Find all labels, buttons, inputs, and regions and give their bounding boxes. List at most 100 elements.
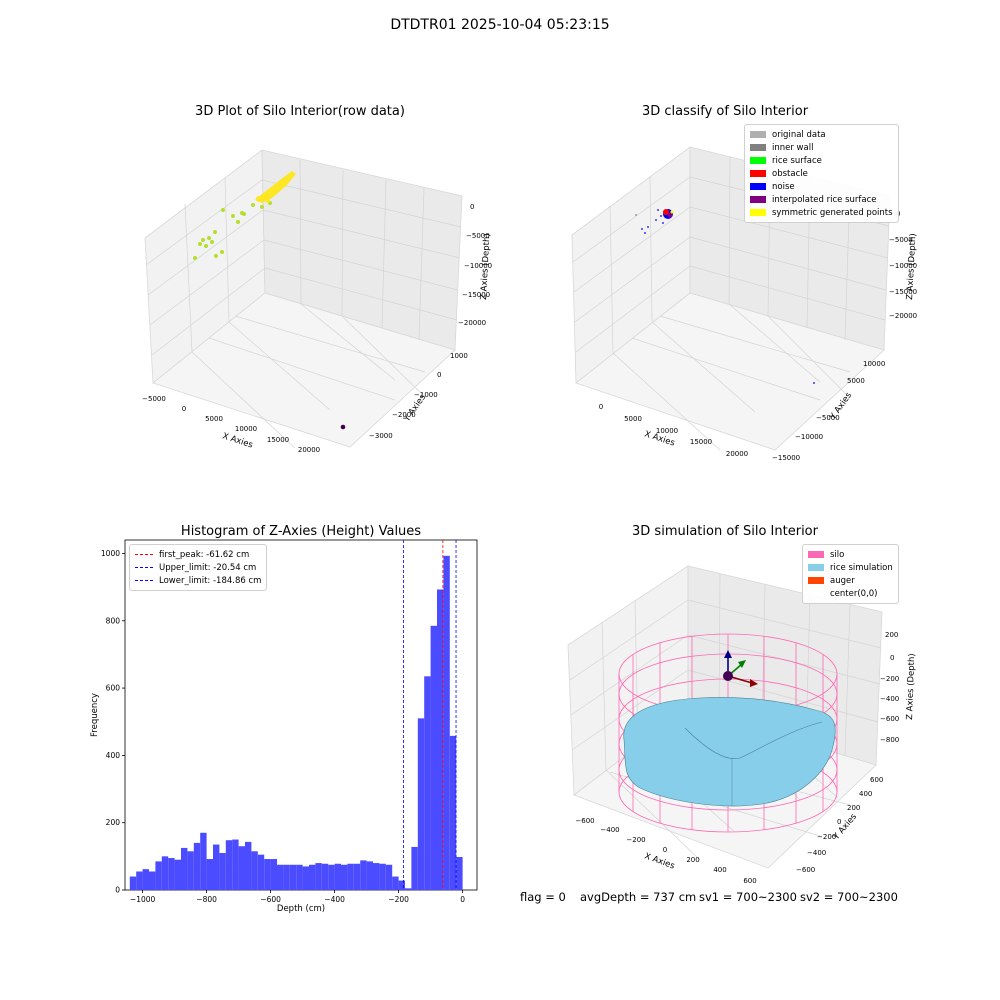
y-tick-label: 800 xyxy=(106,616,121,625)
histogram-bar xyxy=(347,863,354,890)
y-tick-label: 0 xyxy=(837,818,841,826)
z-tick-label: −10000 xyxy=(889,262,917,270)
histogram-bar xyxy=(379,863,386,890)
histogram-title: Histogram of Z-Axies (Height) Values xyxy=(180,524,422,539)
y-tick-label: −3000 xyxy=(369,432,393,440)
y-tick-label: 1000 xyxy=(101,549,120,558)
raw-point xyxy=(242,212,246,216)
legend-item: noise xyxy=(750,180,893,193)
legend-label: silo xyxy=(830,549,845,560)
histogram-bar xyxy=(136,871,143,890)
histogram-bar xyxy=(417,718,425,890)
histogram-bar xyxy=(334,863,341,890)
sim-y-axis-label: Y Axies xyxy=(831,812,859,843)
raw-point xyxy=(287,173,293,179)
symmetric-point xyxy=(670,210,674,214)
y-tick-label: 0 xyxy=(437,371,441,379)
histogram-bar xyxy=(315,863,322,890)
y-tick-label: 200 xyxy=(847,804,860,812)
z-tick-label: −20000 xyxy=(889,312,917,320)
histogram-bar xyxy=(213,844,220,890)
legend-label: rice surface xyxy=(772,155,822,166)
legend-label: center(0,0) xyxy=(830,588,878,599)
raw-point xyxy=(198,242,202,246)
x-tick-label: 10000 xyxy=(235,425,257,433)
center-z-arrowhead xyxy=(724,650,732,658)
rice-surface-ridge xyxy=(684,721,823,759)
simulation-3d-plot: −600 −400 −200 0 200 400 600 600 400 200… xyxy=(567,565,917,885)
histogram-y-axis-label: Frequency xyxy=(90,693,100,737)
sim-z-axis-label: Z Axies (Depth) xyxy=(905,653,917,720)
histogram-bar xyxy=(264,859,271,890)
raw-x-axis-label: X Axies xyxy=(221,431,254,450)
x-tick-label: −1000 xyxy=(130,895,156,904)
z-tick-label: −20000 xyxy=(458,319,486,327)
legend-swatch xyxy=(750,196,766,203)
raw-point xyxy=(207,236,211,240)
y-tick-label: −600 xyxy=(796,866,815,874)
legend-swatch xyxy=(808,551,824,558)
histogram-bar xyxy=(161,856,169,890)
histogram-bar xyxy=(251,851,258,890)
z-tick-label: 200 xyxy=(885,631,898,639)
noise-point xyxy=(813,382,815,384)
z-tick-label: −15000 xyxy=(462,291,490,299)
y-tick-label: 5000 xyxy=(847,377,865,385)
raw-point xyxy=(213,230,217,234)
histogram-bar xyxy=(155,861,162,890)
raw-plot-title: 3D Plot of Silo Interior(row data) xyxy=(195,104,405,119)
y-tick-label: 400 xyxy=(106,751,121,760)
histogram-x-ticks: −1000 −800 −600 −400 −200 0 xyxy=(130,890,465,904)
raw-point xyxy=(266,199,270,203)
obstacle-point xyxy=(663,209,669,215)
histogram-bar xyxy=(449,735,457,890)
raw-point xyxy=(193,256,197,260)
raw-point xyxy=(271,187,277,193)
legend-item: inner wall xyxy=(750,141,893,154)
histogram-bar xyxy=(302,866,309,890)
y-tick-label: 200 xyxy=(106,818,121,827)
histogram-bar xyxy=(283,864,290,890)
x-tick-label: −400 xyxy=(600,826,619,834)
x-tick-label: 15000 xyxy=(690,438,712,446)
noise-point xyxy=(660,215,662,217)
raw-3d-plot: −5000 0 5000 10000 15000 20000 1000 0 −1… xyxy=(142,149,492,454)
y-tick-label: −200 xyxy=(817,833,836,841)
legend-label: noise xyxy=(772,181,795,192)
classify-plot-title: 3D classify of Silo Interior xyxy=(641,104,809,119)
histogram-bar xyxy=(187,851,194,890)
x-tick-label: 15000 xyxy=(267,436,289,444)
noise-point xyxy=(657,209,659,211)
legend-line xyxy=(135,580,153,581)
histogram-bars xyxy=(129,555,463,890)
x-tick-label: −800 xyxy=(196,895,217,904)
histogram-y-ticks: 0 200 400 600 800 1000 xyxy=(101,549,125,895)
histogram-bar xyxy=(193,842,201,890)
noise-point xyxy=(655,219,657,221)
z-tick-label: −15000 xyxy=(889,288,917,296)
x-tick-label: 0 xyxy=(599,403,603,411)
footer-sv2: sv2 = 700~2300 xyxy=(800,890,898,904)
z-tick-label: −800 xyxy=(880,736,899,744)
legend-swatch xyxy=(750,131,766,138)
rice-surface xyxy=(623,697,836,807)
histogram-bar xyxy=(321,863,329,890)
y-tick-label: −10000 xyxy=(795,433,823,441)
raw-yellow-cluster xyxy=(255,171,296,203)
x-tick-label: −200 xyxy=(388,895,409,904)
legend-item: first_peak: -61.62 cm xyxy=(135,548,261,561)
noise-point xyxy=(641,228,643,230)
histogram-bar xyxy=(206,859,213,890)
x-tick-label: 5000 xyxy=(624,415,642,423)
x-tick-label: −600 xyxy=(260,895,281,904)
legend-swatch xyxy=(750,157,766,164)
raw-point xyxy=(210,240,214,244)
legend-label: Upper_limit: -20.54 cm xyxy=(159,562,257,573)
x-tick-label: 5000 xyxy=(205,415,223,423)
legend-swatch xyxy=(750,144,766,151)
z-tick-label: −400 xyxy=(880,695,899,703)
x-tick-label: 20000 xyxy=(726,450,748,458)
histogram-bar xyxy=(341,864,348,890)
histogram-bar xyxy=(373,863,380,890)
figure-title: DTDTR01 2025-10-04 05:23:15 xyxy=(390,17,610,33)
